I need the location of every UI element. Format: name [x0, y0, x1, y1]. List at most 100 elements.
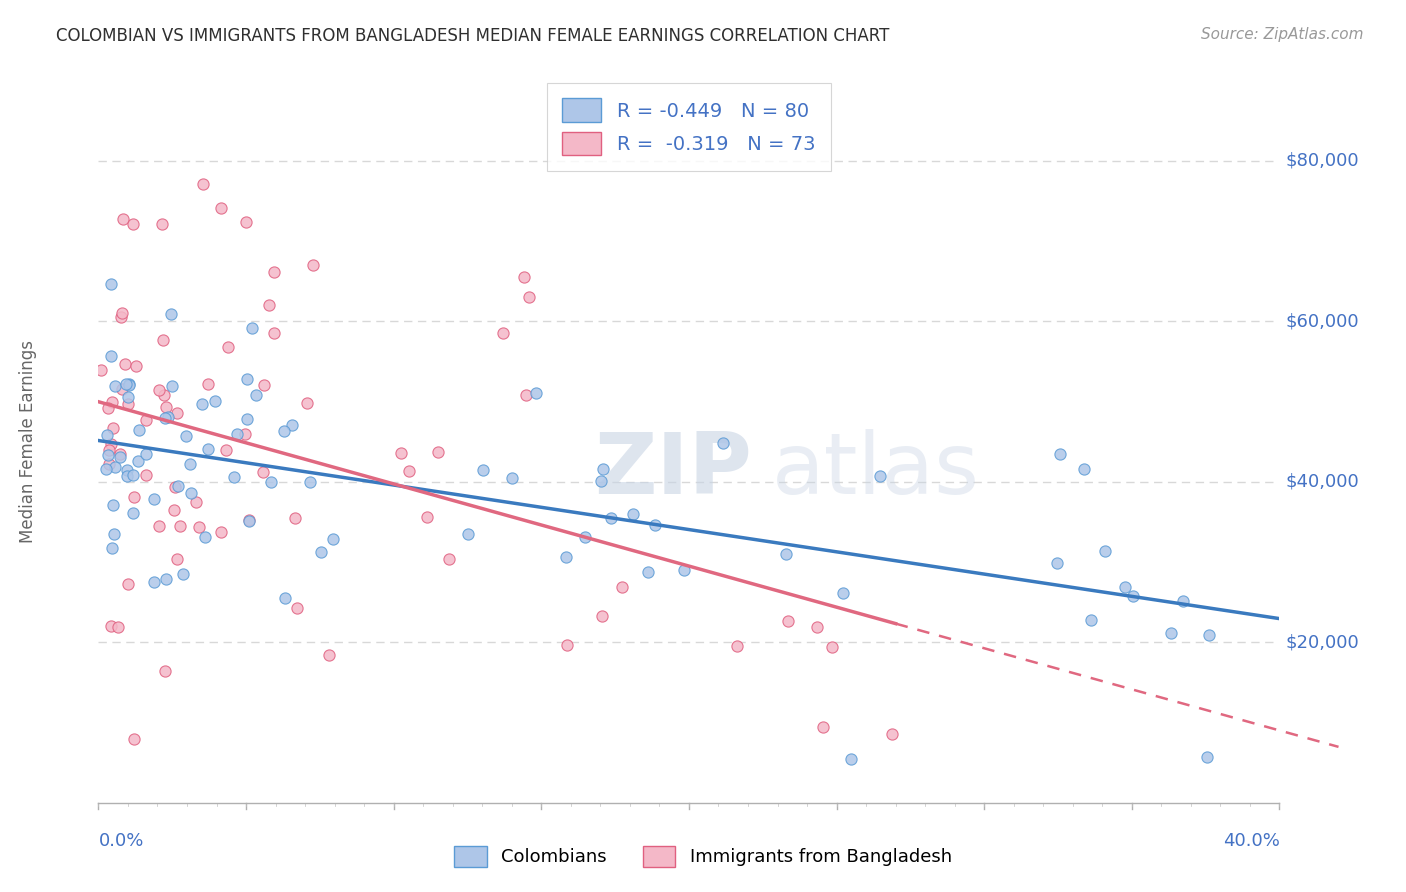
Point	[222, 470, 245, 484]
Point	[124, 490, 146, 504]
Point	[1198, 627, 1220, 641]
Point	[252, 465, 274, 479]
Point	[135, 413, 157, 427]
Point	[811, 720, 834, 734]
Point	[191, 177, 214, 191]
Point	[318, 648, 340, 662]
Point	[125, 359, 148, 373]
Point	[437, 551, 460, 566]
Point	[197, 376, 219, 391]
Point	[97, 448, 120, 462]
Text: ZIP: ZIP	[595, 429, 752, 512]
Point	[253, 378, 276, 392]
Point	[235, 411, 257, 425]
Point	[194, 530, 217, 544]
Text: Source: ZipAtlas.com: Source: ZipAtlas.com	[1201, 27, 1364, 42]
Point	[167, 479, 190, 493]
Point	[273, 591, 295, 606]
Point	[389, 446, 412, 460]
Point	[117, 576, 139, 591]
Point	[186, 494, 208, 508]
Point	[1046, 556, 1069, 570]
Point	[115, 469, 138, 483]
Point	[592, 462, 614, 476]
Text: 40.0%: 40.0%	[1223, 831, 1279, 850]
Point	[104, 379, 127, 393]
Point	[90, 363, 112, 377]
Point	[111, 383, 134, 397]
Point	[1171, 594, 1194, 608]
Text: $60,000: $60,000	[1285, 312, 1360, 330]
Point	[775, 547, 797, 561]
Point	[1094, 544, 1116, 558]
Point	[117, 391, 139, 405]
Point	[101, 395, 124, 409]
Point	[236, 372, 259, 386]
Point	[245, 388, 267, 402]
Point	[172, 566, 194, 581]
Point	[727, 640, 749, 654]
Point	[257, 298, 280, 312]
Point	[263, 265, 285, 279]
Text: $20,000: $20,000	[1285, 633, 1360, 651]
Point	[135, 468, 157, 483]
Point	[187, 520, 209, 534]
Point	[114, 357, 136, 371]
Point	[117, 397, 139, 411]
Point	[672, 563, 695, 577]
Point	[821, 640, 844, 654]
Text: Median Female Earnings: Median Female Earnings	[18, 340, 37, 543]
Text: COLOMBIAN VS IMMIGRANTS FROM BANGLADESH MEDIAN FEMALE EARNINGS CORRELATION CHART: COLOMBIAN VS IMMIGRANTS FROM BANGLADESH …	[56, 27, 890, 45]
Point	[110, 310, 132, 324]
Point	[115, 377, 138, 392]
Point	[128, 423, 150, 437]
Point	[1049, 447, 1071, 461]
Point	[94, 462, 117, 476]
Point	[284, 510, 307, 524]
Point	[155, 572, 177, 586]
Point	[1080, 613, 1102, 627]
Point	[242, 320, 264, 334]
Point	[555, 639, 578, 653]
Point	[869, 469, 891, 483]
Point	[235, 215, 257, 229]
Point	[233, 426, 256, 441]
Point	[427, 445, 450, 459]
Point	[159, 307, 181, 321]
Point	[103, 498, 125, 512]
Point	[152, 333, 174, 347]
Point	[841, 751, 863, 765]
Point	[263, 326, 285, 340]
Point	[180, 486, 202, 500]
Point	[115, 462, 138, 476]
Point	[155, 401, 177, 415]
Point	[100, 619, 122, 633]
Point	[711, 436, 734, 450]
Point	[610, 580, 633, 594]
Point	[101, 541, 124, 555]
Point	[574, 530, 596, 544]
Point	[112, 212, 135, 227]
Point	[209, 201, 232, 215]
Point	[524, 386, 547, 401]
Point	[111, 306, 134, 320]
Point	[882, 727, 904, 741]
Point	[122, 217, 145, 231]
Point	[97, 457, 120, 471]
Point	[806, 620, 828, 634]
Point	[501, 470, 523, 484]
Point	[197, 442, 219, 456]
Point	[238, 514, 260, 528]
Point	[100, 437, 122, 451]
Point	[1160, 626, 1182, 640]
Point	[153, 665, 176, 679]
Point	[1114, 580, 1136, 594]
Point	[831, 586, 853, 600]
Point	[191, 397, 214, 411]
Point	[163, 503, 186, 517]
Point	[108, 450, 131, 464]
Point	[281, 417, 304, 432]
Point	[398, 464, 420, 478]
Point	[96, 427, 118, 442]
Text: $80,000: $80,000	[1285, 152, 1360, 169]
